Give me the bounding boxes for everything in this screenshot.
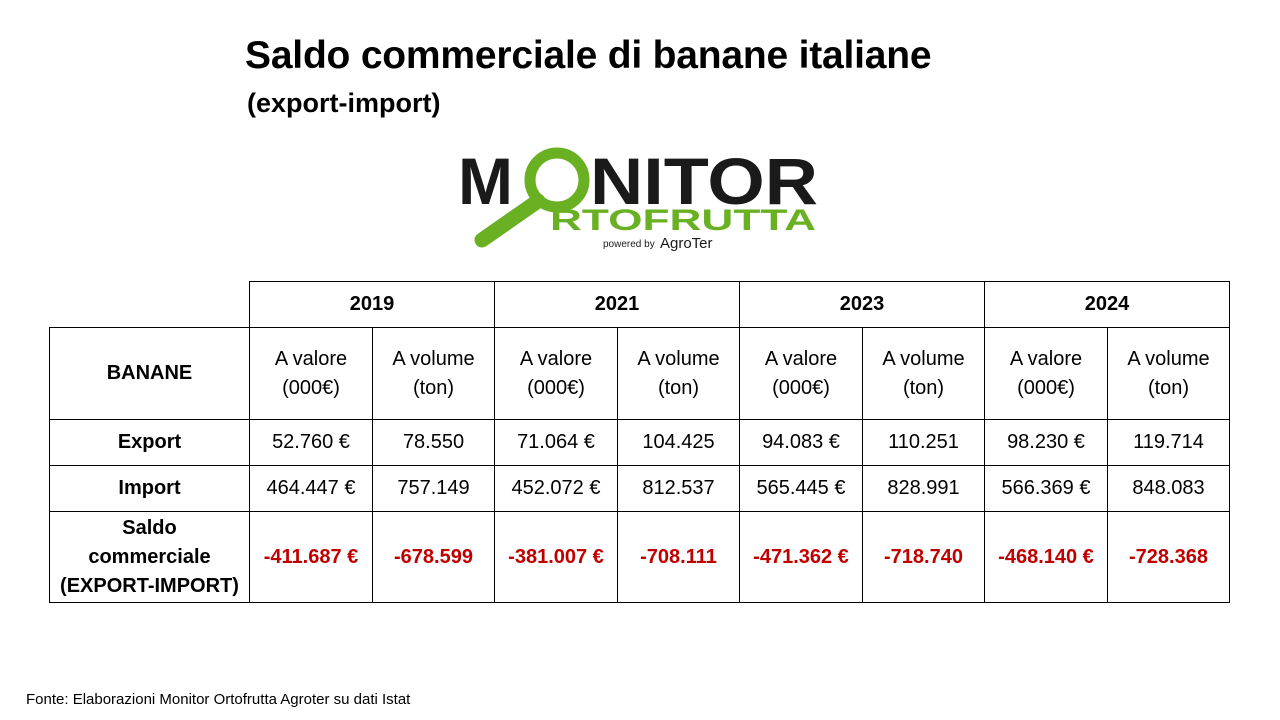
table-row-export: Export 52.760 € 78.550 71.064 € 104.425 … — [49, 419, 1230, 466]
row-label: Import — [49, 465, 250, 512]
col-header-valore: A valore (000€) — [739, 327, 863, 420]
table-row-import: Import 464.447 € 757.149 452.072 € 812.5… — [49, 465, 1230, 512]
magnifier-handle — [474, 193, 546, 248]
table-cell: 104.425 — [617, 419, 740, 466]
table-cell: 464.447 € — [249, 465, 373, 512]
page-title: Saldo commerciale di banane italiane — [245, 34, 932, 77]
table-cell-negative: -381.007 € — [494, 511, 618, 603]
table-cell-negative: -728.368 — [1107, 511, 1230, 603]
year-header: 2024 — [984, 281, 1230, 328]
column-header-row: BANANE A valore (000€) A volume (ton) A va… — [49, 327, 1230, 420]
year-header-row: 2019 2021 2023 2024 — [49, 281, 1230, 328]
table-cell: 119.714 — [1107, 419, 1230, 466]
corner-label: BANANE — [49, 327, 250, 420]
logo-tagline-brand: AgroTer — [660, 235, 713, 252]
col-header-volume: A volume (ton) — [372, 327, 495, 420]
table-cell: 98.230 € — [984, 419, 1108, 466]
source-note: Fonte: Elaborazioni Monitor Ortofrutta A… — [26, 691, 411, 708]
table-cell: 848.083 — [1107, 465, 1230, 512]
table-cell-negative: -471.362 € — [739, 511, 863, 603]
col-header-valore: A valore (000€) — [249, 327, 373, 420]
table-cell-negative: -708.111 — [617, 511, 740, 603]
col-header-volume: A volume (ton) — [1107, 327, 1230, 420]
magnifier-icon — [524, 147, 590, 213]
year-header: 2023 — [739, 281, 985, 328]
monitor-ortofrutta-logo: M NITOR RTOFRUTTA powered by AgroTer — [458, 142, 828, 254]
table-cell: 94.083 € — [739, 419, 863, 466]
logo-text-ortofrutta: RTOFRUTTA — [550, 204, 816, 237]
logo-tagline-powered: powered by — [603, 239, 655, 250]
page-subtitle: (export-import) — [247, 88, 441, 118]
table-cell: 828.991 — [862, 465, 985, 512]
table-cell: 812.537 — [617, 465, 740, 512]
table-cell: 452.072 € — [494, 465, 618, 512]
col-header-volume: A volume (ton) — [862, 327, 985, 420]
col-header-valore: A valore (000€) — [494, 327, 618, 420]
table-cell: 757.149 — [372, 465, 495, 512]
table-cell-negative: -411.687 € — [249, 511, 373, 603]
trade-balance-table: 2019 2021 2023 2024 BANANE A valore (000€… — [49, 281, 1230, 603]
table-cell-negative: -718.740 — [862, 511, 985, 603]
table-row-saldo: Saldo commerciale (EXPORT-IMPORT) -411.687… — [49, 511, 1230, 603]
logo-text-nitor: NITOR — [590, 144, 818, 218]
table-cell: 565.445 € — [739, 465, 863, 512]
table-cell: 566.369 € — [984, 465, 1108, 512]
year-header: 2021 — [494, 281, 740, 328]
empty-corner — [49, 281, 250, 328]
table-cell-negative: -468.140 € — [984, 511, 1108, 603]
row-label: Export — [49, 419, 250, 466]
row-label: Saldo commerciale (EXPORT-IMPORT) — [49, 511, 250, 603]
col-header-valore: A valore (000€) — [984, 327, 1108, 420]
table-cell: 52.760 € — [249, 419, 373, 466]
logo-text-m: M — [458, 144, 513, 218]
col-header-volume: A volume (ton) — [617, 327, 740, 420]
table-cell: 71.064 € — [494, 419, 618, 466]
table-cell: 78.550 — [372, 419, 495, 466]
year-header: 2019 — [249, 281, 495, 328]
table-cell-negative: -678.599 — [372, 511, 495, 603]
table-cell: 110.251 — [862, 419, 985, 466]
